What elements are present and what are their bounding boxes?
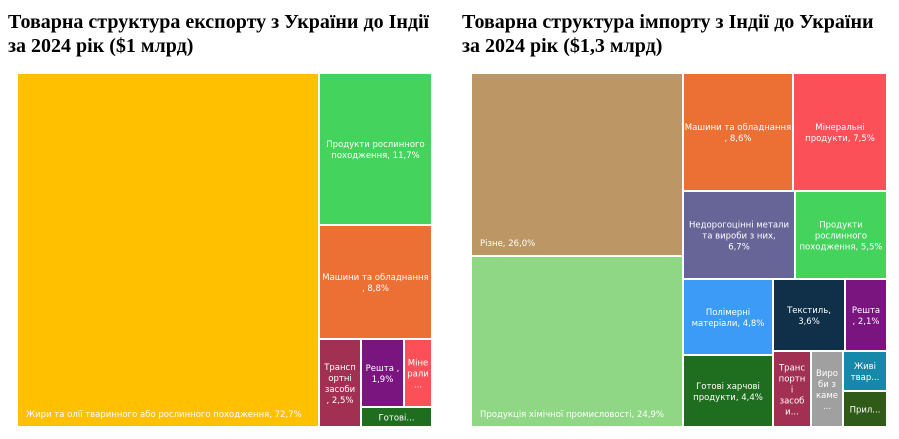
treemap-tile-машини-та-обладнання-8-6[interactable] [684,74,792,190]
treemap-label-готові: Готові... [378,414,414,424]
treemap-label-мінеральні-продукти-7-5: Мінеральні продукти, 7,5% [805,123,875,144]
treemap-tile-недорогоцінні-метали-та-вироби-з-них-6-7[interactable] [684,192,794,278]
treemap-tile-решта-1-9[interactable] [362,340,403,406]
treemap-tile-продукція-хімічної-промисловості-24-9[interactable] [472,257,682,426]
treemap-label-транспортні-засоби: Транс портн і засоб и... [778,364,805,418]
treemap-tile-машини-та-обладнання-8-8[interactable] [320,226,431,338]
treemap-tile-полімерні-матеріали-4-8[interactable] [684,280,772,354]
treemap-label-жири-та-олії-тваринного-або-рослинного-п: Жири та олії тваринного або рослинного п… [26,410,302,420]
treemap-label-мінерали: Міне рали... [407,359,429,391]
treemap-label-продукція-хімічної-промисловості-24-9: Продукція хімічної промисловості, 24,9% [480,410,664,420]
treemap-label-машини-та-обладнання-8-6: Машини та обладнання, 8,6% [685,123,791,144]
export-treemap: Жири та олії тваринного або рослинного п… [18,74,431,426]
treemap-label-недорогоцінні-метали-та-вироби-з-них-6-7: Недорогоцінні метали та вироби з них, 6,7% [689,221,789,253]
treemap-tile-транспортні-засоби-2-5[interactable] [320,340,360,426]
treemap-label-вироби-з-каме: Виро би з каме... [816,369,838,412]
treemap-label-готові-харчові-продукти-4-4: Готові харчові продукти, 4,4% [693,382,763,403]
treemap-tile-решта-2-1[interactable] [846,280,886,350]
treemap-label-решта-2-1: Решта, 2,1% [852,306,880,327]
treemap-tile-транспортні-засоби[interactable] [774,352,810,426]
treemap-tile-мінерали[interactable] [405,340,431,406]
treemap-label-решта-1-9: Решта , 1,9% [366,364,400,385]
treemap-tile-мінеральні-продукти-7-5[interactable] [794,74,886,190]
treemap-tile-різне-26-0[interactable] [472,74,682,255]
treemap-label-продукти-рослинного-походження-5-5: Продукти рослинного походження, 5,5% [800,221,883,253]
treemap-label-живі-твар: Живі твар... [851,362,880,383]
treemap-tile-живі-твар[interactable] [844,352,886,390]
treemap-label-різне-26-0: Різне, 26,0% [480,239,535,249]
treemap-label-прил: Прил... [850,406,881,416]
treemap-label-продукти-рослинного-походження-11-7: Продукти рослинного походження, 11,7% [326,140,424,161]
treemap-tile-вироби-з-каме[interactable] [812,352,842,426]
treemap-label-транспортні-засоби-2-5: Трансп ортні засоби, 2,5% [323,363,356,406]
treemap-tile-продукти-рослинного-походження-11-7[interactable] [320,74,431,224]
treemap-label-машини-та-обладнання-8-8: Машини та обладнання, 8,8% [322,273,428,294]
treemap-tile-продукти-рослинного-походження-5-5[interactable] [796,192,886,278]
treemap-tile-готові[interactable] [362,408,431,426]
export-chart-title: Товарна структура експорту з України до … [8,11,430,57]
import-chart-title: Товарна структура імпорту з Індії до Укр… [462,11,874,57]
treemap-label-полімерні-матеріали-4-8: Полімерні матеріали, 4,8% [692,308,765,329]
treemap-tile-прил[interactable] [844,392,886,426]
treemap-label-текстиль-3-6: Текстиль, 3,6% [786,306,831,327]
treemap-tile-готові-харчові-продукти-4-4[interactable] [684,356,772,426]
treemap-tile-жири-та-олії-тваринного-або-рослинного-п[interactable] [18,74,318,426]
treemap-tile-текстиль-3-6[interactable] [774,280,844,350]
import-treemap: Різне, 26,0% Продукція хімічної промислов… [472,74,886,426]
